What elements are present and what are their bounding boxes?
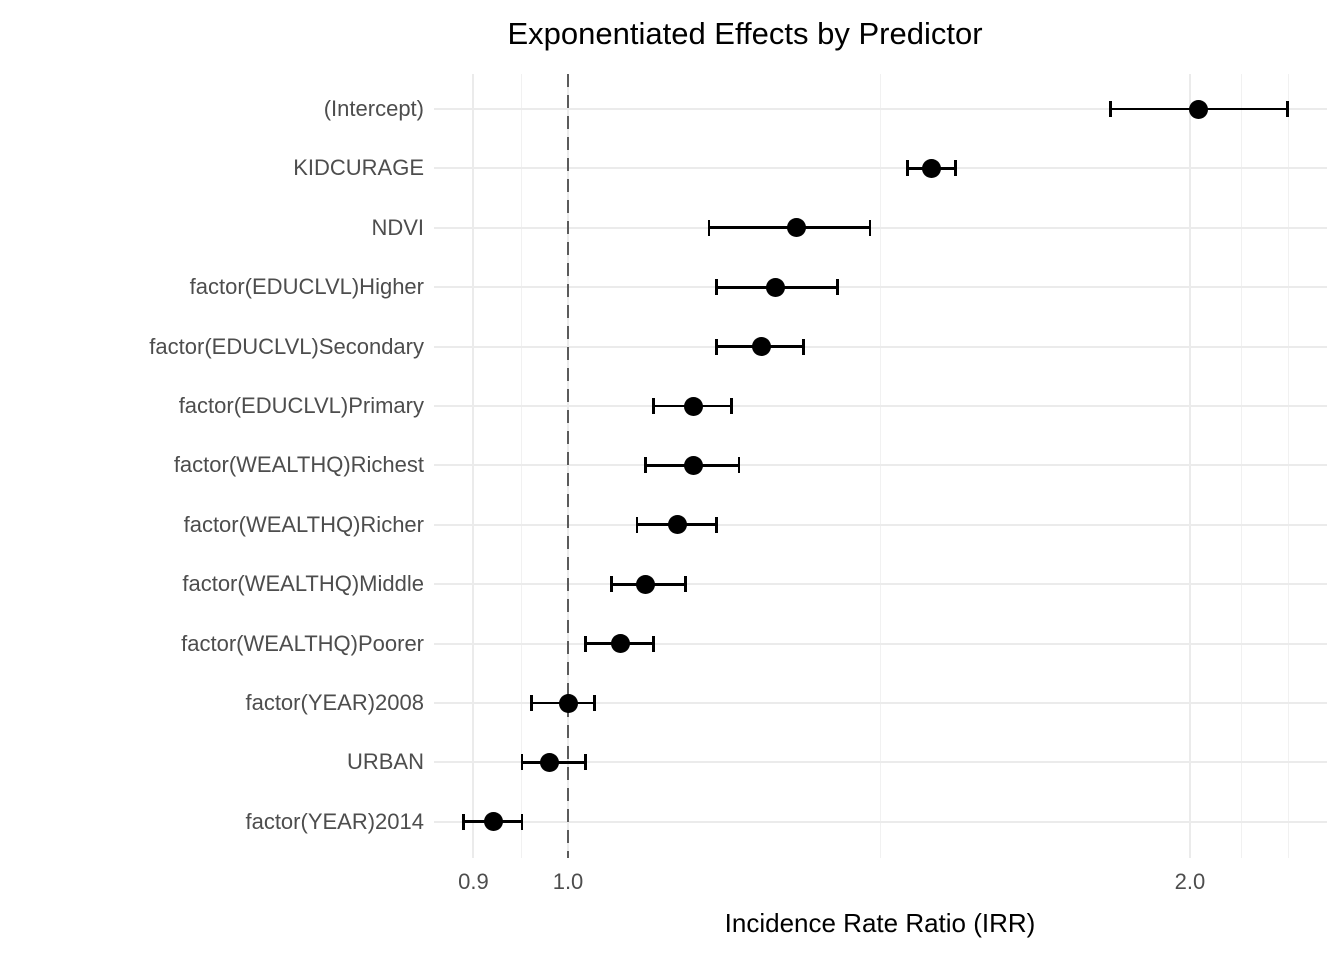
x-tick-label: 1.0 (552, 869, 584, 894)
y-axis-label: URBAN (346, 749, 424, 775)
y-axis-label: factor(WEALTHQ)Middle (182, 571, 424, 597)
reference-line (567, 74, 569, 858)
ci-cap-left (643, 457, 647, 474)
ci-cap-left (520, 754, 524, 771)
gridline-y-major (434, 167, 1327, 170)
x-tick-label: 0.9 (458, 869, 489, 894)
point-estimate (610, 634, 630, 654)
ci-cap-left (530, 695, 533, 711)
gridline-y-major (434, 226, 1327, 229)
ci-cap-left (715, 279, 718, 296)
y-axis-label: factor(WEALTHQ)Richest (173, 452, 424, 478)
gridline-y-major (434, 286, 1327, 289)
ci-cap-right (715, 516, 718, 533)
ci-cap-right (684, 576, 687, 593)
ci-cap-right (737, 457, 741, 474)
ci-cap-right (802, 338, 805, 355)
point-estimate (668, 515, 688, 535)
gridline-y-major (434, 108, 1327, 110)
ci-cap-right (835, 279, 839, 296)
point-estimate (786, 218, 806, 238)
y-axis-label: factor(EDUCLVL)Primary (178, 393, 424, 418)
y-axis-label: (Intercept) (323, 96, 424, 121)
ci-cap-right (652, 635, 655, 652)
ci-cap-right (954, 160, 957, 177)
point-estimate (558, 693, 578, 713)
ci-cap-right (1286, 101, 1289, 117)
ci-cap-left (652, 398, 655, 414)
gridline-y-major (434, 405, 1327, 407)
ci-cap-left (707, 219, 711, 236)
y-axis-label: factor(EDUCLVL)Higher (189, 274, 424, 300)
point-estimate (765, 277, 785, 297)
gridline-y-major (434, 642, 1327, 645)
point-estimate (751, 337, 771, 357)
ci-cap-right (593, 695, 596, 711)
gridline-y-major (434, 702, 1327, 704)
y-axis-label: factor(YEAR)2014 (245, 808, 424, 834)
gridline-y-major (434, 345, 1327, 348)
gridline-y-major (434, 820, 1327, 823)
gridline-y-major (434, 464, 1327, 467)
y-axis-label: KIDCURAGE (293, 155, 424, 181)
x-axis-title: Incidence Rate Ratio (IRR) (724, 908, 1036, 938)
ci-cap-left (462, 813, 465, 830)
point-estimate (483, 812, 503, 832)
ci-cap-left (906, 160, 909, 177)
point-estimate (540, 752, 560, 772)
ci-cap-right (584, 754, 588, 771)
ci-cap-right (868, 219, 872, 236)
gridline-y-major (434, 523, 1327, 526)
point-estimate (683, 455, 703, 475)
y-axis-label: NDVI (371, 214, 424, 240)
chart-title: Exponentiated Effects by Predictor (507, 16, 983, 51)
y-axis-label: factor(EDUCLVL)Secondary (149, 333, 424, 359)
y-axis-label: factor(WEALTHQ)Richer (183, 511, 424, 537)
ci-cap-left (1108, 101, 1112, 117)
y-axis-label: factor(YEAR)2008 (245, 690, 424, 715)
ci-cap-right (520, 813, 524, 830)
gridline-y-major (434, 761, 1327, 764)
y-axis-label: factor(WEALTHQ)Poorer (181, 630, 424, 656)
point-estimate (1189, 99, 1209, 119)
point-estimate (635, 574, 655, 594)
gridline-y-major (434, 583, 1327, 586)
ci-cap-left (635, 516, 639, 533)
ci-cap-left (610, 576, 614, 593)
point-estimate (922, 158, 942, 178)
ci-cap-right (730, 398, 733, 414)
ci-cap-left (715, 338, 718, 355)
plot-panel (434, 74, 1327, 858)
x-tick-label: 2.0 (1174, 869, 1206, 894)
ci-cap-left (584, 635, 588, 652)
point-estimate (683, 396, 703, 416)
